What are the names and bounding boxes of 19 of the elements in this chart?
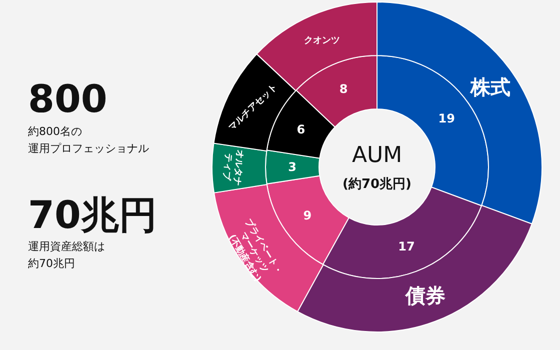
text: 約800名の [28,125,82,138]
data-label: 9 [303,208,312,222]
slice-label: クオンツ [304,36,340,46]
slice-label: 債券 [404,283,446,308]
text: 約70兆円 [28,257,75,270]
text: 800 [28,77,108,121]
data-label: 17 [398,239,415,254]
data-label: 19 [438,112,455,126]
text: 70兆円 [28,193,157,237]
data-label: 8 [339,82,348,96]
data-label: 3 [288,160,296,174]
slice-label: 株式 [469,74,510,99]
slice-label: オルタナティブ [220,149,246,186]
data-label: 6 [296,122,306,137]
text: AUM [352,143,402,168]
text: 運用プロフェッショナル [28,142,149,155]
text: (約70兆円) [342,177,412,192]
text: 運用資産総額は [28,240,105,253]
slice-label: マルチアセット [226,82,280,134]
